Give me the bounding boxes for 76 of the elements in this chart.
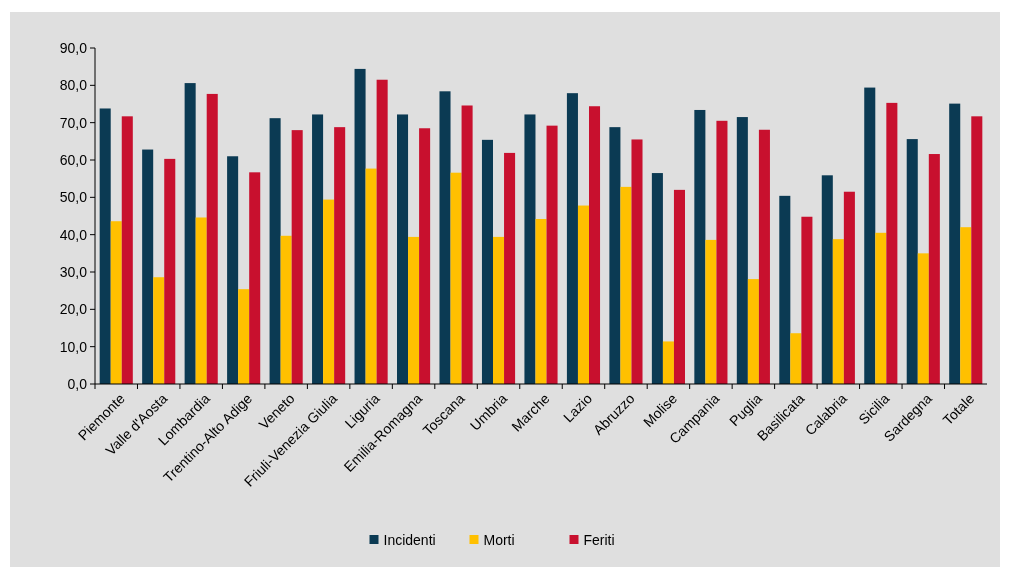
bar: [779, 195, 791, 384]
bar: [546, 125, 558, 384]
bar: [801, 216, 813, 384]
bar: [249, 172, 261, 384]
y-tick-label: 60,0: [59, 151, 88, 168]
bar: [906, 139, 918, 384]
bar: [450, 172, 462, 384]
bar: [280, 235, 292, 384]
bar: [164, 158, 176, 384]
bar: [397, 114, 409, 384]
bar: [609, 127, 621, 384]
bar: [461, 105, 473, 384]
bar: [928, 154, 940, 384]
bar: [206, 93, 218, 384]
bar: [651, 173, 663, 384]
y-tick-label: 50,0: [59, 189, 88, 206]
bar: [535, 218, 547, 384]
bar: [790, 333, 802, 384]
bar: [354, 68, 366, 384]
bar: [631, 139, 643, 384]
bar: [747, 279, 759, 384]
bar: [312, 114, 324, 384]
bar: [153, 277, 165, 384]
bar: [620, 186, 632, 384]
bar: [504, 152, 516, 384]
y-tick-label: 90,0: [59, 39, 88, 56]
bar: [843, 191, 855, 384]
y-tick-label: 0,0: [67, 375, 88, 392]
bar: [365, 168, 377, 384]
y-tick-label: 80,0: [59, 77, 88, 94]
bar: [419, 128, 431, 384]
bar: [589, 106, 601, 384]
bar: [832, 239, 844, 384]
bar: [493, 236, 505, 384]
legend-label: Feriti: [583, 531, 615, 548]
legend-label: Morti: [483, 531, 515, 548]
bar: [662, 341, 674, 384]
bar: [736, 117, 748, 384]
bar: [110, 221, 122, 384]
bar: [121, 116, 133, 384]
bar: [238, 289, 250, 384]
bar: [716, 120, 728, 384]
bar: [291, 130, 303, 384]
bar: [917, 253, 929, 384]
bar: [524, 114, 536, 384]
bar: [673, 189, 685, 384]
bar: [142, 149, 154, 384]
y-tick-label: 30,0: [59, 263, 88, 280]
bar: [694, 109, 706, 384]
bar: [821, 175, 833, 384]
bar: [334, 127, 346, 384]
bar: [875, 232, 887, 384]
bar: [439, 91, 451, 384]
bar: [705, 239, 717, 384]
y-tick-label: 10,0: [59, 338, 88, 355]
bar: [481, 139, 493, 384]
legend-label: Incidenti: [383, 531, 436, 548]
y-tick-label: 70,0: [59, 114, 88, 131]
bar: [269, 118, 281, 384]
bar: [227, 156, 239, 384]
bar: [408, 236, 420, 384]
bar: [195, 217, 207, 384]
bar: [577, 205, 589, 384]
bar: [323, 199, 335, 384]
bar: [960, 227, 972, 384]
bar: [971, 116, 983, 384]
bar: [99, 108, 111, 384]
bar: [758, 129, 770, 384]
bar: [184, 83, 196, 384]
bar: [886, 102, 898, 384]
bar: [864, 87, 876, 384]
bar: [949, 103, 961, 384]
y-tick-label: 40,0: [59, 226, 88, 243]
bar: [376, 79, 388, 384]
bar: [566, 93, 578, 384]
y-tick-label: 20,0: [59, 301, 88, 318]
